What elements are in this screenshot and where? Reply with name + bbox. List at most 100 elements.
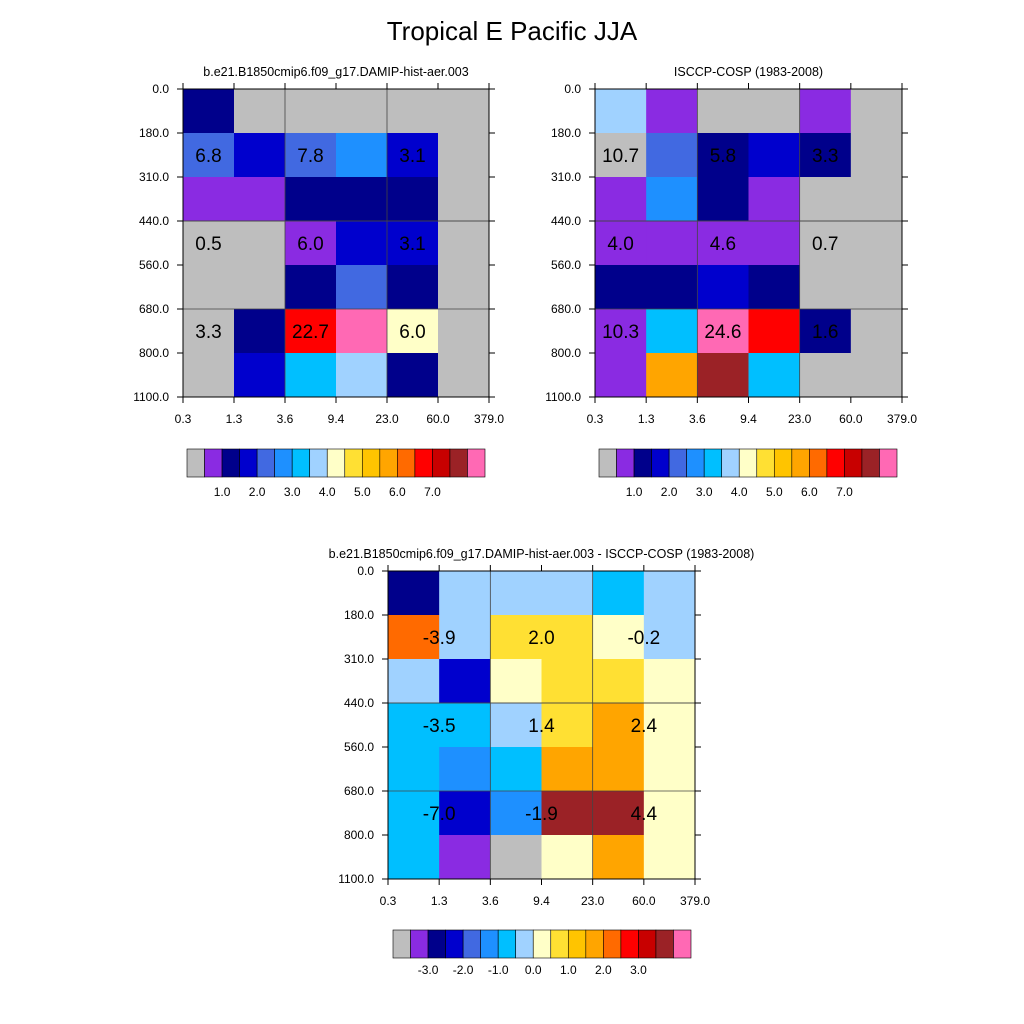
x-tick-label: 379.0 — [474, 412, 504, 426]
heatmap-cell — [748, 309, 801, 354]
cell-value-label: -0.2 — [627, 628, 660, 649]
heatmap-cell — [490, 703, 542, 748]
heatmap-cell — [234, 177, 286, 222]
heatmap-cell — [748, 353, 801, 398]
heatmap-cell — [850, 221, 903, 266]
heatmap-cell — [183, 133, 235, 178]
colorbar-swatch — [309, 448, 328, 478]
heatmap-cell — [439, 615, 491, 660]
heatmap-cell — [595, 265, 647, 310]
heatmap-cell — [490, 747, 542, 792]
y-tick-label: 180.0 — [344, 608, 374, 622]
panel-title: b.e21.B1850cmip6.f09_g17.DAMIP-hist-aer.… — [203, 65, 468, 79]
cell-value-label: 6.8 — [195, 146, 221, 167]
x-tick-label: 3.6 — [482, 894, 499, 908]
colorbar-swatch — [655, 929, 674, 959]
colorbar-swatch — [844, 448, 863, 478]
heatmap-cell — [850, 265, 903, 310]
colorbar-swatch — [620, 929, 639, 959]
colorbar-swatch — [686, 448, 705, 478]
heatmap-cell — [850, 177, 903, 222]
cell-value-label: -3.9 — [423, 628, 456, 649]
heatmap-cell — [388, 571, 440, 616]
heatmap-cell — [592, 791, 645, 836]
heatmap-cell — [748, 177, 801, 222]
y-tick-label: 310.0 — [344, 652, 374, 666]
heatmap-cell — [643, 659, 696, 704]
cell-value-label: 1.6 — [812, 322, 838, 343]
x-tick-label: 23.0 — [375, 412, 399, 426]
colorbar-label: 5.0 — [766, 485, 783, 499]
colorbar-swatch — [291, 448, 311, 478]
y-tick-label: 310.0 — [551, 170, 581, 184]
heatmap-cell — [439, 791, 491, 836]
colorbar-swatch — [598, 448, 617, 478]
heatmap-cell — [643, 835, 696, 880]
colorbar-label: -2.0 — [453, 963, 474, 977]
colorbar-label: 5.0 — [354, 485, 371, 499]
heatmap-cell — [592, 659, 645, 704]
colorbar-swatch — [480, 929, 499, 959]
x-tick-label: 0.3 — [380, 894, 397, 908]
heatmap-cell — [438, 265, 490, 310]
y-tick-label: 680.0 — [139, 302, 169, 316]
colorbar-label: 4.0 — [319, 485, 336, 499]
heatmap-cell — [438, 353, 490, 398]
colorbar-label: -3.0 — [418, 963, 439, 977]
heatmap-cell — [285, 133, 337, 178]
x-tick-label: 0.3 — [587, 412, 604, 426]
heatmap-cell — [387, 133, 439, 178]
heatmap-cell — [387, 221, 439, 266]
heatmap-cell — [234, 309, 286, 354]
x-tick-label: 60.0 — [839, 412, 863, 426]
heatmap-cell — [388, 791, 440, 836]
y-tick-label: 440.0 — [139, 214, 169, 228]
heatmap-cell — [438, 89, 490, 134]
x-tick-label: 9.4 — [328, 412, 345, 426]
colorbar-swatch — [515, 929, 534, 959]
y-tick-label: 440.0 — [344, 696, 374, 710]
x-tick-label: 1.3 — [638, 412, 655, 426]
colorbar-swatch — [773, 448, 793, 478]
heatmap-cell — [697, 89, 749, 134]
colorbar: -3.0 -2.0 -1.0 0.0 1.0 2.0 3.0 — [392, 929, 692, 977]
colorbar-swatch — [361, 448, 381, 478]
colorbar-swatch — [668, 448, 687, 478]
heatmap-cell — [592, 835, 645, 880]
heatmap-cell — [697, 221, 749, 266]
colorbar-swatch — [467, 448, 486, 478]
heatmap-cell — [799, 89, 852, 134]
colorbar-swatch — [673, 929, 692, 959]
cell-value-label: -3.5 — [423, 716, 456, 737]
heatmap-cell — [285, 221, 337, 266]
y-tick-label: 0.0 — [152, 82, 169, 96]
colorbar-swatch — [344, 448, 363, 478]
cell-value-label: 2.0 — [528, 628, 554, 649]
heatmap-cell — [285, 309, 337, 354]
colorbar-swatch — [427, 929, 446, 959]
heatmap-cell — [183, 353, 235, 398]
heatmap-cell — [595, 309, 647, 354]
colorbar-label: 1.0 — [214, 485, 231, 499]
heatmap-cell — [490, 835, 542, 880]
heatmap-cell — [697, 133, 749, 178]
colorbar-swatch — [633, 448, 652, 478]
colorbar-swatch — [239, 448, 258, 478]
panel-title: ISCCP-COSP (1983-2008) — [674, 65, 823, 79]
colorbar-label: 3.0 — [630, 963, 647, 977]
heatmap-cell — [438, 221, 490, 266]
heatmap-cell — [799, 309, 852, 354]
colorbar-swatch — [256, 448, 275, 478]
heatmap-cell — [388, 747, 440, 792]
colorbar-swatch — [721, 448, 740, 478]
heatmap-cell — [490, 791, 542, 836]
x-tick-label: 3.6 — [689, 412, 706, 426]
heatmap-cell — [799, 177, 852, 222]
heatmap-cell — [336, 133, 388, 178]
cell-value-label: 1.4 — [528, 716, 555, 737]
cell-value-label: 0.5 — [195, 234, 221, 255]
colorbar-swatch — [550, 929, 569, 959]
colorbar-swatch — [809, 448, 828, 478]
cell-value-label: 4.0 — [607, 234, 633, 255]
y-tick-label: 180.0 — [551, 126, 581, 140]
